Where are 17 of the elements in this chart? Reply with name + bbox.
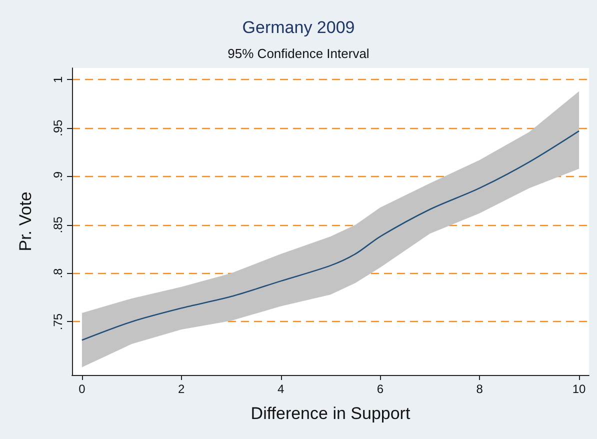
line-series	[81, 130, 580, 341]
y-tick-label: .9	[51, 171, 65, 182]
y-tick-label: .75	[51, 313, 65, 330]
chart-title: Germany 2009	[242, 18, 355, 37]
y-tick-label: .95	[51, 119, 65, 136]
x-tick-label: 4	[277, 382, 284, 396]
x-tick-label: 10	[572, 382, 586, 396]
x-tick-label: 2	[178, 382, 186, 396]
y-tick-label: .85	[51, 216, 65, 234]
chart-subtitle: 95% Confidence Interval	[228, 46, 370, 61]
y-axis-title: Pr. Vote	[16, 192, 35, 252]
x-tick-label: 0	[78, 382, 86, 396]
x-tick-label: 6	[376, 382, 384, 396]
x-tick-label: 8	[476, 382, 484, 396]
x-axis-title: Difference in Support	[250, 404, 410, 423]
y-tick-label: .8	[51, 268, 65, 278]
y-tick-label: 1	[51, 76, 65, 83]
